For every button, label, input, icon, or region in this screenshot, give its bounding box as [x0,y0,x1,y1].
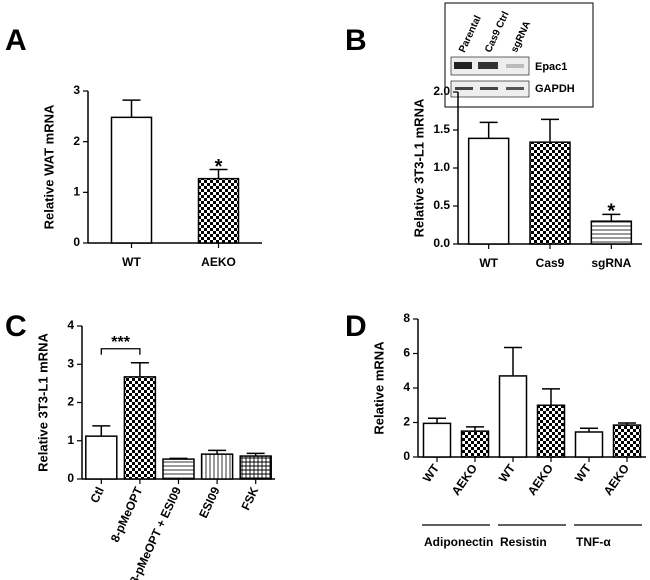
error-bar [92,425,111,437]
blot-band [506,87,524,90]
y-tick-label: 2 [73,134,80,148]
bar [460,430,490,458]
blot-band [480,87,498,90]
blot-label: Epac1 [535,61,567,73]
bar [574,431,604,458]
x-tick-label: WT [122,255,141,269]
x-tick-label: ESI09 [196,484,223,520]
panel-label: D [345,310,367,343]
bar [612,424,642,458]
x-tick-label: Cas9 [536,256,565,270]
y-tick-label: 6 [403,346,410,360]
error-bar [246,452,265,457]
y-tick-label: 0.5 [433,198,450,212]
blot-band [454,62,472,69]
bar [498,375,528,458]
y-tick-label: 1 [73,185,80,199]
x-tick-label: AEKO [449,462,480,498]
y-tick-label: 0 [67,471,74,485]
bar [422,422,452,458]
y-axis-label: Relative 3T3-L1 mRNA [411,98,426,237]
error-bar [130,361,149,377]
y-axis-label: Relative 3T3-L1 mRNA [35,333,50,472]
bar [85,435,118,480]
x-tick-label: AEKO [201,255,236,269]
y-tick-label: 2 [67,395,74,409]
y-tick-label: 0 [403,449,410,463]
blot-band [478,62,498,69]
x-tick-label: 8-pMeOPT [108,484,146,544]
y-tick-label: 0 [73,235,80,249]
y-tick-label: 4 [403,380,410,394]
y-tick-label: 3 [73,83,80,97]
panel-label: B [345,24,367,57]
panel-label: A [5,24,27,57]
x-tick-label: Ctl [87,485,106,505]
significance: * [607,201,615,223]
blot-label: GAPDH [535,83,575,95]
x-tick-label: WT [496,461,519,485]
x-tick-label: WT [479,256,498,270]
bar [529,141,571,245]
error-bar [466,426,484,432]
bar [197,177,240,244]
error-bar [542,388,560,406]
x-tick-label: FSK [238,484,261,512]
error-bar [428,417,446,424]
bar [239,455,272,480]
error-bar [504,346,522,376]
error-bar [580,427,598,432]
bar [110,116,153,244]
error-bar [169,457,188,460]
bar [536,404,566,458]
x-tick-label: sgRNA [591,256,631,270]
bar [123,376,157,480]
panel-label: C [5,310,27,343]
x-tick-label: WT [572,461,595,485]
x-tick-label: AEKO [601,462,632,498]
bar [162,458,195,480]
blot-band [506,64,524,68]
error-bar [541,118,559,143]
error-bar [209,168,228,179]
bar [467,137,510,245]
y-axis-label: Relative WAT mRNA [41,104,56,229]
error-bar [122,99,141,118]
y-tick-label: 1 [67,433,74,447]
y-tick-label: 8 [403,311,410,325]
error-bar [618,422,636,426]
y-tick-label: 3 [67,356,74,370]
group-label: Resistin [500,535,547,549]
bar [590,220,633,245]
y-axis-label: Relative mRNA [371,341,386,435]
x-tick-label: WT [420,461,443,485]
y-tick-label: 1.0 [433,160,450,174]
significance: *** [111,334,130,351]
bracket [100,348,141,355]
y-tick-label: 0.0 [433,236,450,250]
bar [200,453,234,480]
group-label: Adiponectin [424,535,493,549]
y-tick-label: 1.5 [433,122,450,136]
blot-band [455,87,473,90]
y-tick-label: 2 [403,415,410,429]
y-tick-label: 2.0 [433,84,450,98]
x-tick-label: AEKO [525,462,556,498]
error-bar [208,449,227,455]
significance: * [215,156,223,178]
y-tick-label: 4 [67,318,74,332]
group-label: TNF-α [576,535,611,549]
error-bar [479,121,498,139]
error-bar [602,213,621,222]
